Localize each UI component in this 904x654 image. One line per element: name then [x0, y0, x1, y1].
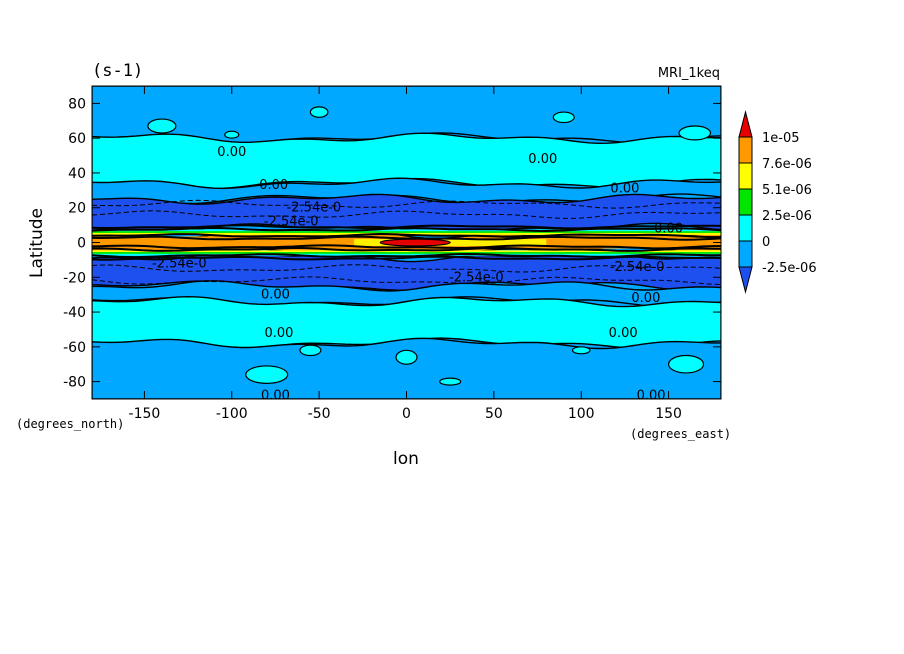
colorbar-arrow-top: [738, 110, 753, 138]
contour-island: [147, 118, 177, 134]
contour-label: 0.00: [528, 152, 557, 167]
x-units-label: (degrees_east): [630, 427, 731, 441]
contour-band: [92, 177, 721, 205]
x-tick-label: 100: [568, 406, 595, 422]
contour-island: [439, 377, 462, 386]
contour-line: [92, 224, 721, 230]
contour-label: -2.54e-0: [610, 260, 665, 275]
contour-label: 0.00: [264, 326, 293, 341]
contour-line-dashed: [92, 210, 721, 219]
colorbar-segment: [738, 240, 753, 268]
colorbar-label: 1e-05: [762, 131, 800, 146]
contour-island: [678, 125, 712, 141]
x-axis-label: lon: [393, 449, 419, 469]
contour-label: 0.00: [261, 389, 290, 404]
contour-island: [224, 130, 240, 139]
y-tick-label: -40: [63, 305, 86, 321]
contour-label: 0.00: [217, 145, 246, 160]
contour-line: [92, 226, 721, 233]
y-tick-label: -20: [63, 270, 86, 286]
x-tick-label: -100: [216, 406, 248, 422]
contour-label: 0.00: [259, 178, 288, 193]
contour-island: [299, 344, 322, 357]
colorbar-segment: [738, 162, 753, 190]
contour-line: [92, 235, 721, 241]
y-tick-label: 80: [68, 96, 86, 112]
contour-line: [92, 247, 721, 252]
contour-label: 0.00: [637, 389, 666, 404]
y-tick-label: 0: [77, 236, 86, 252]
contour-island: [309, 106, 329, 118]
x-tick-label: 0: [402, 406, 411, 422]
y-tick-label: 20: [68, 201, 86, 217]
x-tick-label: -150: [129, 406, 161, 422]
contour-stripe: [92, 250, 721, 253]
contour-label: -2.54e-0: [152, 256, 207, 271]
y-tick-label: 40: [68, 166, 86, 182]
x-tick-label: -50: [308, 406, 331, 422]
y-tick-label: 60: [68, 131, 86, 147]
colorbar-label: 2.5e-06: [762, 209, 812, 224]
chart-subtitle: MRI_1keq: [658, 66, 720, 81]
contour-island: [245, 365, 289, 384]
colorbar-arrow-bottom: [738, 266, 753, 294]
y-tick-label: -60: [63, 340, 86, 356]
x-tick-label: 50: [485, 406, 503, 422]
colorbar-segment: [738, 188, 753, 216]
chart-title: (s-1): [92, 61, 143, 81]
contour-stripe: [92, 253, 721, 256]
contour-line: [92, 244, 721, 250]
contour-line-dashed: [92, 276, 721, 286]
y-axis: 80 60 40 20 0 -20 -40 -60 -80: [63, 96, 721, 391]
contour-band: [92, 337, 721, 399]
colorbar-segment: [738, 214, 753, 242]
colorbar: 1e-05 7.6e-06 5.1e-06 2.5e-06 0 -2.5e-06: [738, 110, 817, 294]
x-axis: -150 -100 -50 0 50 100 150: [129, 86, 682, 422]
colorbar-label: 0: [762, 235, 770, 250]
contour-label: -2.54e-0: [449, 270, 504, 285]
colorbar-label: -2.5e-06: [762, 261, 817, 276]
contour-line-dashed: [92, 264, 721, 273]
y-axis-label: Latitude: [27, 208, 47, 278]
contour-island: [552, 111, 575, 124]
contour-island: [667, 354, 705, 374]
contour-stripe: [92, 231, 721, 234]
y-units-label: (degrees_north): [16, 417, 124, 431]
contour-stripe: [92, 252, 721, 255]
max-region: [379, 238, 451, 247]
contour-label: 0.00: [609, 326, 638, 341]
contour-label: 0.00: [261, 288, 290, 303]
colorbar-label: 7.6e-06: [762, 157, 812, 172]
colorbar-label: 5.1e-06: [762, 183, 812, 198]
contour-label: 0.00: [631, 291, 660, 306]
plot-area: 0.00 0.000.00 0.00-2.54e-0-2.54e-0 0.00-2.5…: [92, 86, 721, 404]
x-tick-label: 150: [655, 406, 682, 422]
contour-band: [92, 132, 721, 190]
contour-line: [92, 232, 721, 239]
contour-line: [92, 255, 721, 261]
contour-label: 0.00: [610, 182, 639, 197]
colorbar-segment: [738, 136, 753, 164]
contour-label: 0.00: [654, 222, 683, 237]
y-tick-label: -80: [63, 375, 86, 391]
contour-label: -2.54e-0: [264, 215, 319, 230]
contour-island: [571, 346, 591, 355]
contour-island: [395, 349, 418, 365]
contour-line-dashed: [92, 199, 721, 209]
contour-stripe: [92, 229, 721, 232]
contour-label: -2.54e-0: [287, 201, 342, 216]
